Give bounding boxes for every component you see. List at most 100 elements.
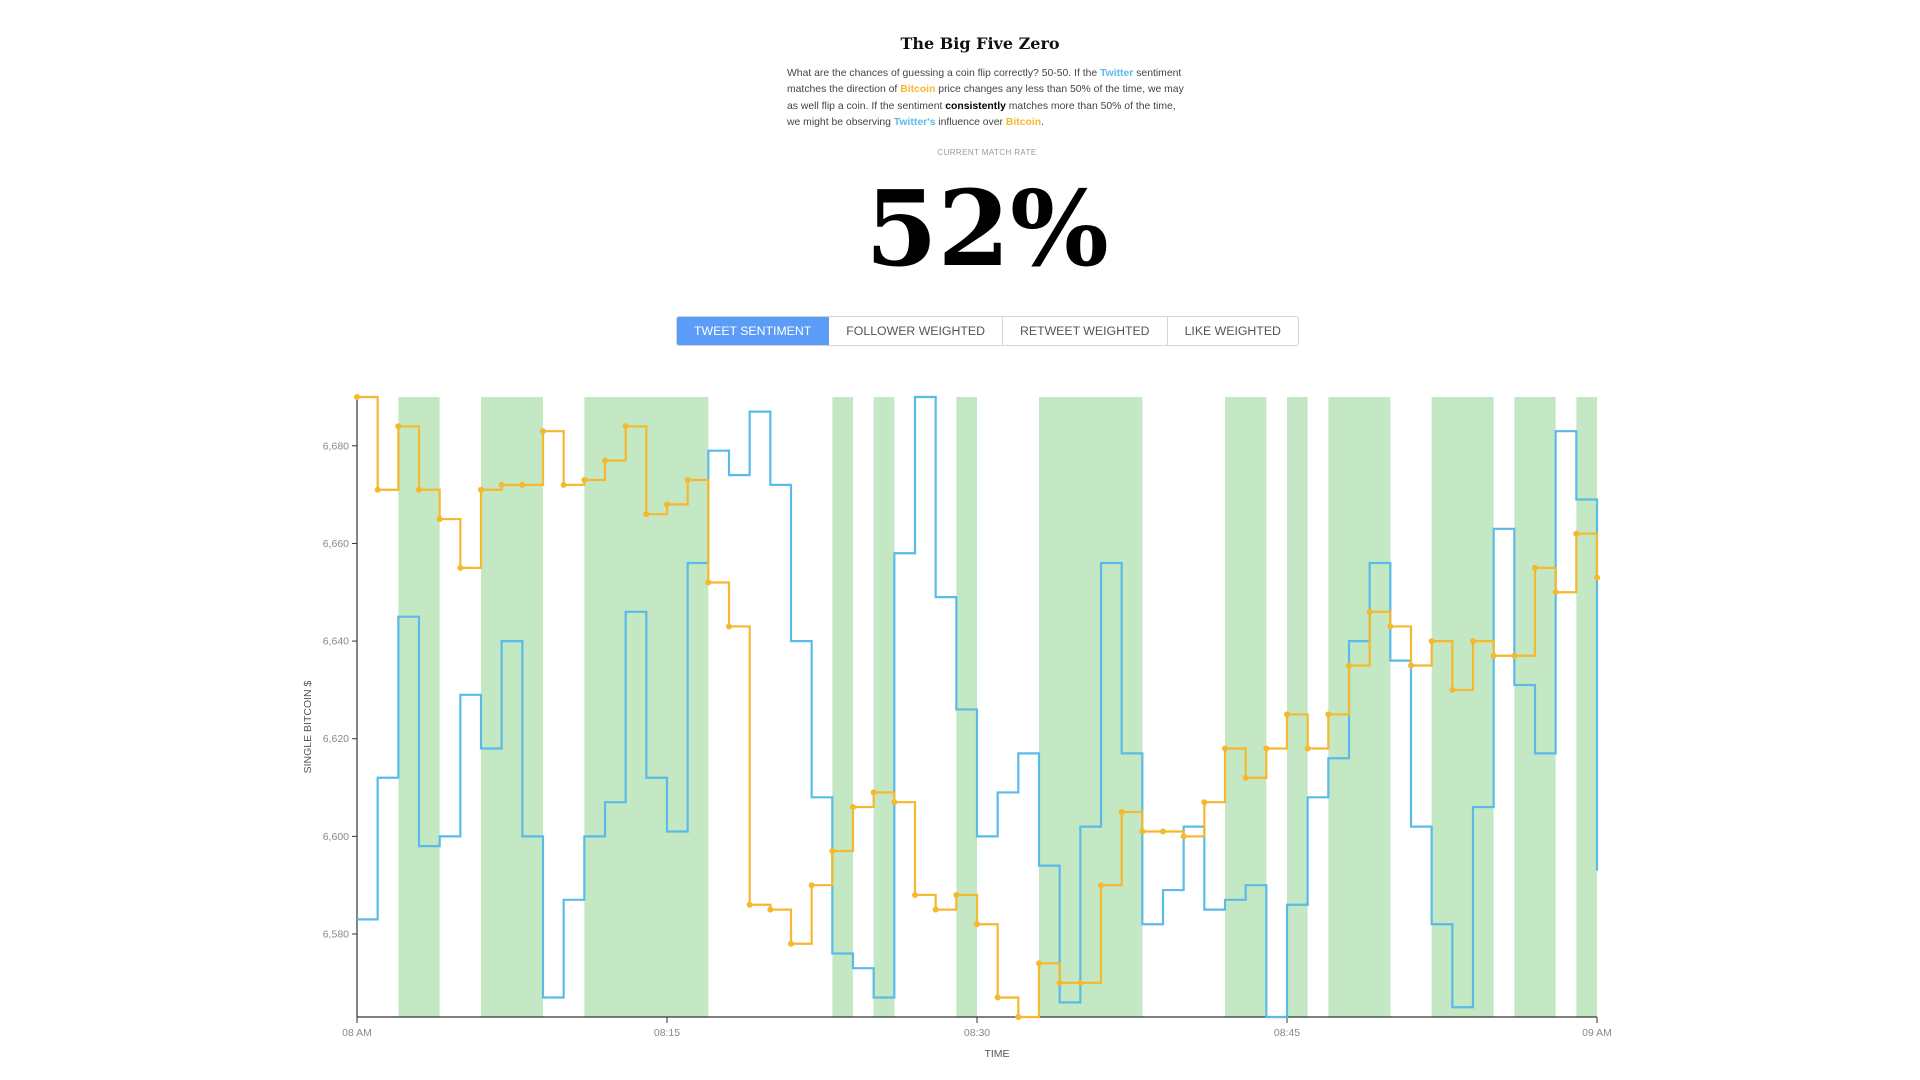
- bitcoin-point: [622, 423, 629, 430]
- bitcoin-point: [1098, 882, 1104, 889]
- bitcoin-point: [498, 481, 505, 488]
- intro-segment-bitcoin: Bitcoin: [900, 84, 936, 96]
- bitcoin-point: [1180, 833, 1187, 840]
- bitcoin-point: [457, 564, 464, 571]
- bitcoin-point: [1346, 662, 1352, 669]
- bitcoin-point: [540, 428, 546, 435]
- x-tick-label: 08:30: [964, 1027, 990, 1039]
- metric-tabs: TWEET SENTIMENT FOLLOWER WEIGHTED RETWEE…: [676, 316, 1299, 346]
- bitcoin-point: [374, 486, 381, 493]
- bitcoin-point: [1118, 808, 1125, 815]
- bitcoin-point: [1366, 608, 1373, 615]
- match-band: [1039, 397, 1143, 1017]
- intro-segment-bitcoin: Bitcoin: [1005, 116, 1042, 128]
- tab-like-weighted[interactable]: LIKE WEIGHTED: [1184, 324, 1281, 338]
- intro-segment-plain: .: [1041, 116, 1044, 128]
- intro-segment-plain: sentiment matches the direction of: [787, 68, 1182, 96]
- match-band: [1328, 397, 1391, 1017]
- bitcoin-point: [684, 476, 691, 483]
- bitcoin-point: [891, 799, 898, 806]
- bitcoin-point: [602, 457, 608, 464]
- bitcoin-point: [1532, 564, 1538, 571]
- bitcoin-point: [581, 476, 588, 483]
- intro-segment-plain: influence over: [935, 116, 1006, 128]
- bitcoin-point: [1077, 979, 1084, 986]
- bitcoin-point: [726, 623, 732, 630]
- bitcoin-point: [1242, 774, 1249, 781]
- bitcoin-point: [436, 516, 443, 523]
- intro-segment-emphasis: consistently: [945, 100, 1006, 112]
- x-tick-label: 09 AM: [1582, 1027, 1612, 1039]
- bitcoin-point: [850, 804, 856, 811]
- intro-segment-plain: What are the chances of guessing a coin …: [787, 68, 1101, 79]
- bitcoin-point: [932, 906, 939, 913]
- page-title: The Big Five Zero: [900, 34, 1060, 53]
- bitcoin-point: [416, 486, 422, 493]
- bitcoin-point: [767, 906, 774, 913]
- bitcoin-point: [1594, 574, 1600, 581]
- match-rate-value: 52%: [865, 167, 1109, 290]
- bitcoin-point: [1387, 623, 1394, 630]
- intro-segment-plain: price changes any less than 50% of the t…: [787, 84, 1184, 112]
- match-band: [873, 397, 895, 1017]
- y-tick-label: 6,620: [323, 733, 349, 745]
- bitcoin-point: [974, 921, 980, 928]
- bitcoin-point: [643, 511, 650, 518]
- bitcoin-point: [560, 481, 567, 488]
- match-band: [1431, 397, 1494, 1017]
- y-axis-label: SINGLE BITCOIN $: [302, 680, 314, 773]
- y-tick-label: 6,600: [323, 831, 349, 843]
- intro-segment-plain: matches more than 50% of the time, we mi…: [787, 100, 1176, 128]
- bitcoin-point: [1201, 799, 1208, 806]
- match-band: [832, 397, 853, 1017]
- x-tick-label: 08 AM: [342, 1027, 372, 1039]
- match-band: [956, 397, 977, 1017]
- bitcoin-point: [664, 501, 670, 508]
- bitcoin-line: [357, 395, 1599, 1019]
- match-band: [1576, 397, 1597, 1017]
- bitcoin-point: [953, 891, 960, 898]
- bitcoin-point: [1222, 745, 1228, 752]
- match-band: [481, 397, 543, 1017]
- bitcoin-point: [870, 789, 877, 796]
- intro-segment-twitter: Twitter's: [893, 116, 936, 128]
- bitcoin-point: [519, 481, 526, 488]
- bitcoin-point: [705, 579, 712, 586]
- intro-segment-twitter: Twitter: [1100, 68, 1134, 79]
- bitcoin-point: [1263, 745, 1270, 752]
- tab-tweet-sentiment[interactable]: TWEET SENTIMENT: [677, 317, 830, 345]
- bitcoin-point: [1015, 1014, 1022, 1020]
- bitcoin-point: [788, 940, 794, 947]
- bitcoin-point: [1284, 711, 1290, 718]
- bitcoin-point: [808, 882, 815, 889]
- intro-paragraph: What are the chances of guessing a coin …: [787, 66, 1187, 131]
- bitcoin-point: [1325, 711, 1332, 718]
- x-tick-label: 08:45: [1274, 1027, 1300, 1039]
- bitcoin-point: [1139, 828, 1146, 835]
- bitcoin-point: [1511, 652, 1518, 659]
- bitcoin-point: [1470, 638, 1476, 645]
- y-tick-label: 6,640: [323, 636, 349, 648]
- bitcoin-point: [478, 486, 484, 493]
- bitcoin-point: [912, 891, 918, 898]
- bitcoin-point: [1160, 828, 1166, 835]
- x-tick-label: 08:15: [654, 1027, 680, 1039]
- match-rate-label: CURRENT MATCH RATE: [937, 148, 1037, 157]
- y-tick-label: 6,680: [323, 440, 349, 452]
- tab-follower-weighted[interactable]: FOLLOWER WEIGHTED: [829, 317, 1003, 345]
- bitcoin-point: [354, 394, 360, 400]
- bitcoin-point: [1552, 589, 1559, 596]
- bitcoin-point: [1490, 652, 1497, 659]
- bitcoin-point: [1449, 686, 1456, 693]
- bitcoin-point: [746, 901, 753, 908]
- tab-retweet-weighted[interactable]: RETWEET WEIGHTED: [1003, 317, 1168, 345]
- bitcoin-point: [395, 423, 402, 430]
- bitcoin-point: [994, 994, 1001, 1001]
- match-band: [1225, 397, 1267, 1017]
- bitcoin-point: [1036, 960, 1042, 967]
- x-axis-label: TIME: [984, 1048, 1009, 1060]
- bitcoin-point: [1408, 662, 1414, 669]
- bitcoin-point: [1304, 745, 1311, 752]
- y-tick-label: 6,580: [323, 929, 349, 941]
